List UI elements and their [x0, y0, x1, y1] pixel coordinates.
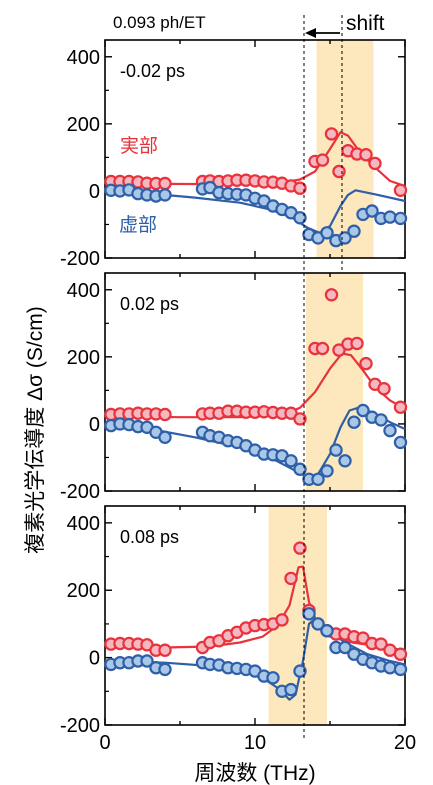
- imag-data-point: [284, 682, 298, 697]
- real-data-point: [359, 147, 373, 162]
- imag-data-point: [383, 661, 397, 675]
- real-data-point: [293, 412, 307, 426]
- y-tick-label: -200: [60, 481, 100, 503]
- imag-data-point: [393, 211, 408, 226]
- real-data-point: [393, 647, 408, 661]
- imag-part-label: 虚部: [119, 214, 157, 236]
- imag-data-point: [320, 464, 334, 478]
- real-data-point: [315, 153, 330, 167]
- panel-2: -200 0 200 400 0.02 ps: [60, 272, 408, 503]
- panel-time-label: 0.02 ps: [120, 294, 179, 314]
- real-data-point: [332, 164, 346, 179]
- imag-data-point: [311, 617, 325, 631]
- x-axis-title: 周波数 (THz): [194, 762, 315, 785]
- imag-data-point: [158, 188, 172, 202]
- x-tick-label: 20: [394, 732, 416, 754]
- panel-time-label: -0.02 ps: [120, 61, 185, 81]
- imag-data-point: [140, 654, 154, 668]
- real-data-point: [350, 336, 364, 351]
- y-tick-label: -200: [60, 248, 100, 270]
- imag-data-point: [293, 462, 307, 476]
- imag-data-point: [320, 226, 334, 240]
- overlay: 0.093 ph/ET shift 複素光学伝導度 Δσ (S/cm) 周波数 …: [24, 12, 385, 785]
- imag-data-point: [302, 607, 316, 621]
- real-data-point: [324, 288, 339, 302]
- real-part-label: 実部: [120, 135, 158, 157]
- imag-data-point: [347, 415, 361, 429]
- imag-data-point: [383, 423, 397, 438]
- imag-data-point: [320, 624, 334, 638]
- imag-data-point: [284, 454, 298, 468]
- real-data-point: [158, 643, 172, 657]
- real-data-point: [293, 181, 307, 195]
- imag-data-point: [356, 403, 370, 418]
- real-data-point: [275, 613, 289, 627]
- shift-arrowhead: [305, 28, 316, 38]
- real-data-point: [158, 176, 172, 191]
- imag-data-point: [158, 430, 172, 444]
- imag-data-point: [347, 224, 361, 238]
- real-data-point: [293, 541, 307, 555]
- y-tick-label: 200: [67, 347, 100, 369]
- imag-data-point: [293, 211, 307, 225]
- imag-data-point: [329, 443, 343, 457]
- imag-data-point: [158, 662, 172, 677]
- real-data-point: [359, 356, 373, 371]
- y-tick-label: 400: [67, 280, 100, 302]
- y-axis-title: 複素光学伝導度 Δσ (S/cm): [24, 306, 47, 553]
- real-data-point: [368, 156, 382, 171]
- imag-data-point: [293, 664, 307, 678]
- y-tick-label: 0: [89, 181, 100, 203]
- y-tick-label: 0: [89, 648, 100, 670]
- shaded-band: [306, 273, 363, 491]
- imag-data-point: [393, 435, 408, 450]
- y-tick-label: 400: [67, 513, 100, 535]
- real-data-point: [324, 127, 339, 141]
- imag-data-point: [374, 413, 388, 427]
- imag-data-point: [365, 204, 379, 218]
- fluence-label: 0.093 ph/ET: [113, 13, 206, 32]
- real-data-point: [158, 407, 172, 422]
- imag-data-point: [383, 210, 397, 224]
- x-tick-label: 10: [244, 732, 266, 754]
- real-data-point: [377, 382, 391, 396]
- real-data-point: [284, 571, 298, 586]
- imag-data-point: [338, 640, 352, 655]
- y-tick-label: 200: [67, 114, 100, 136]
- x-tick-label: 0: [99, 732, 110, 754]
- imag-data-point: [266, 671, 280, 685]
- y-tick-label: 400: [67, 47, 100, 69]
- imag-data-point: [338, 454, 352, 468]
- shift-label: shift: [346, 12, 385, 35]
- y-tick-label: 200: [67, 580, 100, 602]
- real-data-point: [315, 341, 330, 356]
- real-data-point: [374, 637, 388, 651]
- y-tick-label: 0: [89, 414, 100, 436]
- real-data-point: [393, 183, 408, 197]
- panel-time-label: 0.08 ps: [120, 527, 179, 547]
- real-data-point: [332, 343, 346, 357]
- imag-data-point: [393, 662, 408, 677]
- imag-data-point: [338, 231, 352, 245]
- imag-data-point: [311, 472, 325, 486]
- y-tick-label: -200: [60, 715, 100, 737]
- panel-1: -200 0 200 400 -0.02 ps: [60, 39, 408, 270]
- real-data-point: [393, 400, 408, 414]
